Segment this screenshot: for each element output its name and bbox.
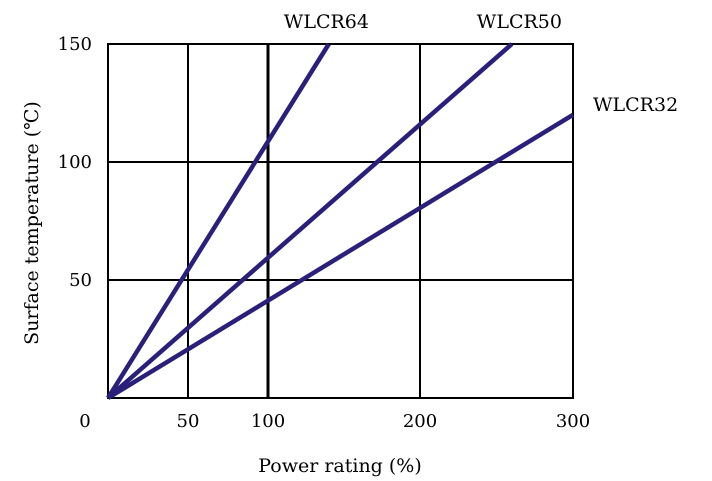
plot-border: [107, 43, 574, 399]
tick-labels: 50 100 200 300 50 100 150: [58, 34, 591, 432]
series-labels: WLCR64 WLCR50 WLCR32: [284, 11, 678, 116]
series-line-wlcr32: [106, 112, 575, 400]
series-line-wlcr50: [106, 42, 514, 400]
grid: [108, 43, 574, 398]
x-axis-title: Power rating (%): [258, 455, 422, 477]
series-label-wlcr64: WLCR64: [284, 11, 369, 33]
series-line-wlcr64: [106, 42, 331, 400]
plot-frame: [107, 43, 574, 399]
x-tick-label-100: 100: [251, 411, 285, 432]
y-tick-label-100: 100: [58, 152, 92, 173]
x-tick-label-300: 300: [556, 411, 590, 432]
series-label-wlcr50: WLCR50: [477, 11, 562, 33]
x-tick-label-50: 50: [177, 411, 200, 432]
y-tick-label-50: 50: [69, 270, 92, 291]
series-group: [106, 42, 575, 400]
origin-tick-label: 0: [79, 411, 90, 432]
series-label-wlcr32: WLCR32: [593, 94, 678, 116]
x-tick-label-200: 200: [403, 411, 437, 432]
y-tick-label-150: 150: [58, 34, 92, 55]
y-axis-title: Surface temperature (℃): [21, 101, 43, 345]
